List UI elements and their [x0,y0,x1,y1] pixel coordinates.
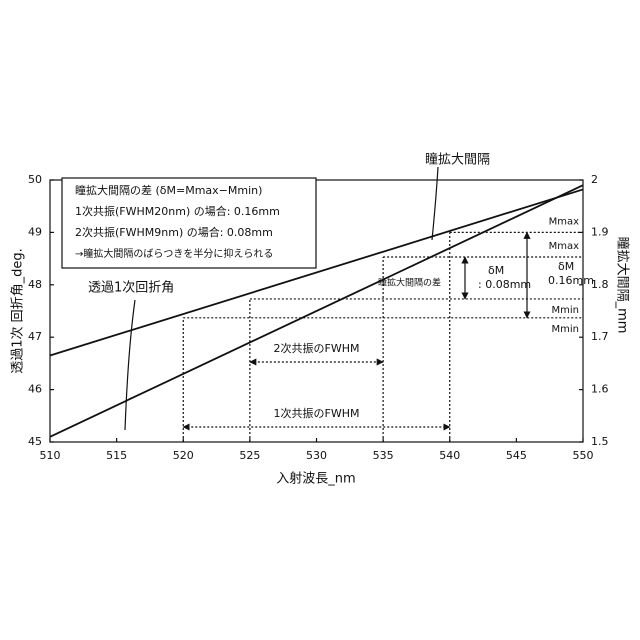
leader-line [432,167,438,240]
delta-label: δM [488,264,504,277]
x-tick-label: 525 [239,449,260,462]
x-tick-label: 535 [373,449,394,462]
note-line: 瞳拡大間隔の差 (δM=Mmax−Mmin) [75,183,262,197]
x-tick-label: 530 [306,449,327,462]
level-label: Mmin [552,305,580,316]
x-tick-label: 550 [573,449,594,462]
y2-tick-label: 1.9 [591,225,609,238]
chart: 瞳拡大間隔の差 (δM=Mmax−Mmin) 1次共振(FWHM20nm) の場… [0,0,640,640]
x-tick-label: 515 [106,449,127,462]
y2-tick-label: 1.6 [591,383,609,396]
x-tick-label: 545 [506,449,527,462]
y-tick-label: 47 [28,330,42,343]
y2-tick-label: 1.5 [591,435,609,448]
delta-label: : 0.08mm [478,278,531,291]
y2-tick-label: 2 [591,173,598,186]
series-label: 瞳拡大間隔 [425,153,490,168]
x-axis-label: 入射波長_nm [276,471,355,487]
note-line: 2次共振(FWHM9nm) の場合: 0.08mm [75,225,273,239]
series-label: 透過1次回折角 [88,280,174,296]
delta-label: 0.16mm [548,274,594,287]
level-label: Mmin [552,324,580,335]
fwhm-label: 1次共振のFWHM [274,406,360,420]
x-tick-label: 510 [40,449,61,462]
delta-label: δM [558,260,574,273]
level-label: Mmax [549,216,579,227]
y2-tick-label: 1.7 [591,330,609,343]
leader-line [125,300,135,430]
y-tick-label: 45 [28,435,42,448]
y2-axis-label: 瞳拡大間隔_mm [615,237,630,334]
y-tick-label: 50 [28,173,42,186]
y-tick-label: 46 [28,383,42,396]
fwhm-label: 2次共振のFWHM [274,341,360,355]
x-tick-label: 540 [439,449,460,462]
y-axis-label: 透過1次 回折角_deg. [10,248,26,374]
note-line: →瞳拡大間隔のばらつきを半分に抑えられる [75,247,273,260]
note-line: 1次共振(FWHM20nm) の場合: 0.16mm [75,204,280,218]
y-tick-label: 49 [28,225,42,238]
level-label: Mmax [549,241,579,252]
x-tick-label: 520 [173,449,194,462]
y-tick-label: 48 [28,278,42,291]
